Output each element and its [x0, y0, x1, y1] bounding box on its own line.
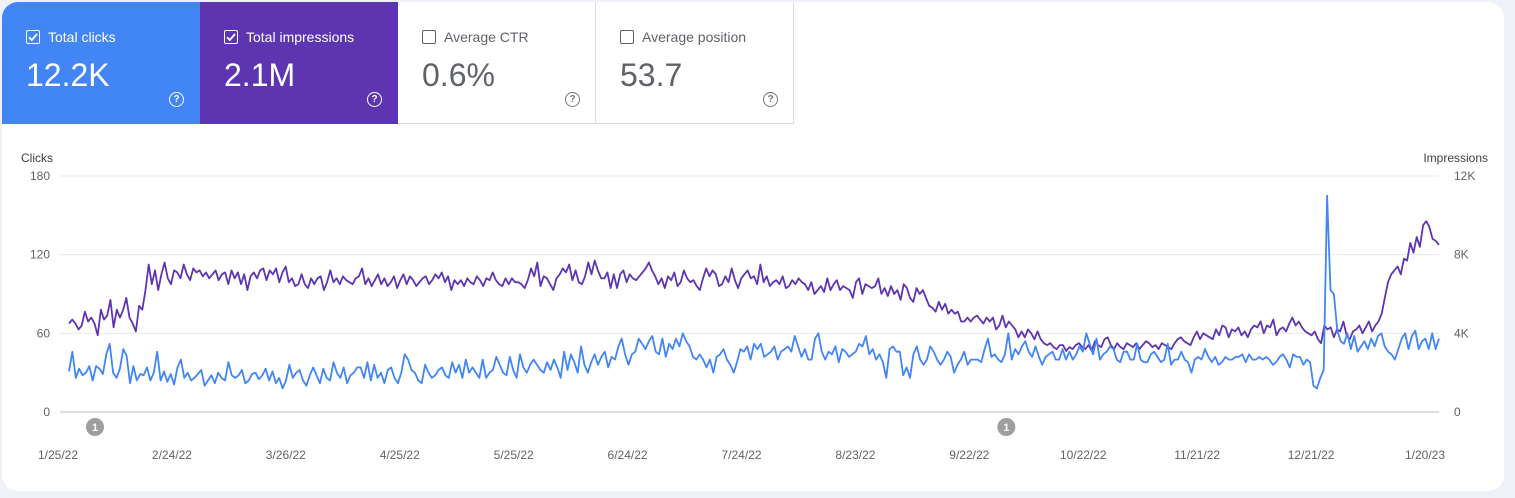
right-axis-title: Impressions — [1423, 151, 1488, 165]
metric-label: Total impressions — [246, 29, 355, 45]
right-tick-label: 0 — [1454, 405, 1461, 419]
annotation-marker-dot[interactable] — [997, 418, 1016, 436]
annotation-marker-dot[interactable] — [86, 418, 104, 436]
series-line-clicks[interactable] — [68, 194, 1440, 390]
metric-average-position[interactable]: Average position 53.7 ? — [596, 2, 794, 124]
left-tick-label: 60 — [37, 326, 51, 340]
x-tick-label: 1/25/22 — [38, 448, 78, 462]
right-tick-label: 4K — [1454, 326, 1469, 340]
performance-card: Total clicks 12.2K ? Total impressions 2… — [2, 2, 1504, 491]
x-tick-label: 3/26/22 — [266, 448, 306, 462]
x-tick-label: 10/22/22 — [1060, 448, 1107, 462]
x-tick-label: 9/22/22 — [949, 448, 989, 462]
metric-value: 53.7 — [620, 57, 683, 93]
performance-chart[interactable]: Clicks Impressions 180 120 60 0 12K 8K 4K 0 1/… — [2, 2, 1504, 491]
help-icon[interactable]: ? — [565, 92, 580, 107]
help-icon[interactable]: ? — [763, 92, 778, 107]
x-tick-label: 11/21/22 — [1174, 448, 1220, 462]
x-tick-label: 4/25/22 — [380, 448, 420, 462]
right-tick-label: 8K — [1454, 248, 1469, 262]
left-tick-label: 0 — [43, 405, 50, 419]
x-tick-label: 1/20/23 — [1405, 448, 1445, 462]
checkbox-unchecked-icon[interactable] — [620, 30, 634, 44]
annotation-marker-label: 1 — [92, 422, 98, 434]
x-tick-label: 12/21/22 — [1288, 448, 1335, 462]
metric-tabs: Total clicks 12.2K ? Total impressions 2… — [2, 2, 794, 124]
metric-average-ctr[interactable]: Average CTR 0.6% ? — [398, 2, 596, 124]
metric-value: 2.1M — [224, 57, 296, 93]
annotation-marker[interactable]: 1 — [997, 418, 1016, 436]
checkbox-unchecked-icon[interactable] — [422, 30, 436, 44]
left-tick-label: 120 — [30, 248, 50, 262]
metric-value: 12.2K — [26, 57, 110, 93]
metric-label: Average CTR — [444, 29, 529, 45]
left-axis-title: Clicks — [21, 151, 53, 165]
help-icon[interactable]: ? — [367, 92, 382, 107]
metric-label: Total clicks — [48, 29, 116, 45]
x-tick-label: 6/24/22 — [608, 448, 648, 462]
checkbox-checked-icon[interactable] — [26, 30, 40, 44]
x-tick-label: 8/23/22 — [835, 448, 875, 462]
x-tick-label: 7/24/22 — [721, 448, 761, 462]
x-tick-label: 5/25/22 — [494, 448, 534, 462]
help-icon[interactable]: ? — [169, 92, 184, 107]
metric-label: Average position — [642, 29, 747, 45]
series-line-impressions[interactable] — [68, 220, 1440, 352]
metric-total-clicks[interactable]: Total clicks 12.2K ? — [2, 2, 200, 124]
annotation-marker[interactable]: 1 — [86, 418, 104, 436]
checkbox-checked-icon[interactable] — [224, 30, 238, 44]
metric-value: 0.6% — [422, 57, 495, 93]
right-tick-label: 12K — [1454, 169, 1475, 183]
annotation-marker-label: 1 — [1003, 422, 1009, 434]
x-tick-label: 2/24/22 — [152, 448, 192, 462]
left-tick-label: 180 — [30, 169, 50, 183]
metric-total-impressions[interactable]: Total impressions 2.1M ? — [200, 2, 398, 124]
